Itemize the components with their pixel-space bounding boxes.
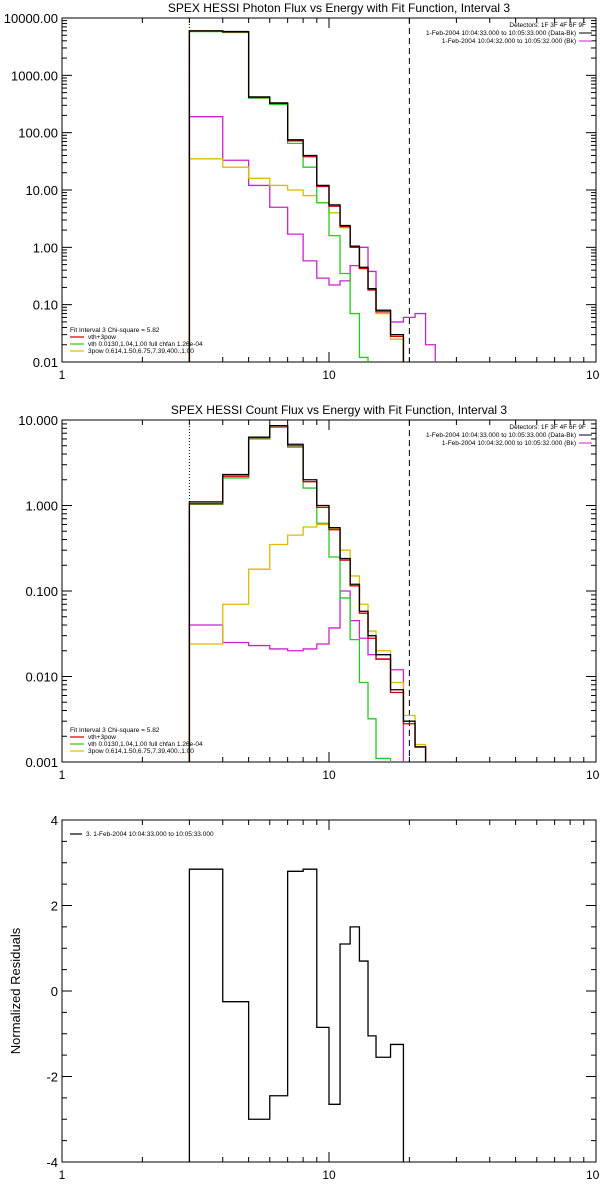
legend-label: 3pow 0.614,1.50,6.75,7.39,400.,1.00 <box>88 748 194 755</box>
y-tick-label: 0.001 <box>25 755 58 770</box>
y-tick-label: 100.00 <box>18 126 58 141</box>
legend-label: vth+3pow <box>88 734 116 741</box>
series-vth <box>188 426 392 762</box>
y-tick-label: 10000.00 <box>4 11 58 26</box>
x-tick-label: 10 <box>322 368 336 382</box>
series-bk <box>188 590 405 762</box>
y-tick-label: 1.000 <box>25 499 58 514</box>
detectors-label: Detectors: 1F 3F 4F 6F 9F <box>509 22 586 29</box>
legend-label: vth+3pow <box>88 334 116 341</box>
fit-note: Fit Interval 3 Chi-square = 5.82 <box>70 327 160 334</box>
chart-title: SPEX HESSI Count Flux vs Energy with Fit… <box>171 403 507 417</box>
y-tick-label: -2 <box>46 1070 58 1085</box>
time-range-data-bk: 1-Feb-2004 10:04:33.000 to 10:05:33.000 … <box>426 30 576 37</box>
time-range-bk: 1-Feb-2004 10:04:32.000 to 10:05:32.000 … <box>442 440 576 447</box>
x-tick-label: 100 <box>586 768 600 782</box>
plot-area <box>188 30 436 362</box>
y-tick-label: 1.00 <box>33 240 58 255</box>
y-tick-label: 10.00 <box>25 183 58 198</box>
x-tick-label: 100 <box>586 1168 600 1182</box>
series-bk <box>188 116 436 362</box>
chart-panel-3: 1 10 100 -4 -2 0 2 4 Normalized Residuals 3. 1-Fe… <box>8 813 600 1182</box>
x-tick-label: 10 <box>322 1168 336 1182</box>
legend-label: vth 0.0130,1.04,1.00 full chfan 1.26e-04 <box>88 741 203 748</box>
series-3-1-feb-2004-10-04-33-000-to-10-05-33-000 <box>188 868 405 1162</box>
time-range-data-bk: 1-Feb-2004 10:04:33.000 to 10:05:33.000 … <box>426 432 576 439</box>
series-3pow <box>188 158 405 362</box>
chart-title: SPEX HESSI Photon Flux vs Energy with Fi… <box>168 1 510 15</box>
fit-note: Fit Interval 3 Chi-square = 5.82 <box>70 727 160 734</box>
series-data-bk <box>188 30 405 362</box>
y-tick-label: 10.000 <box>18 413 58 428</box>
time-range-bk: 1-Feb-2004 10:04:32.000 to 10:05:32.000 … <box>442 38 576 45</box>
x-tick-label: 10 <box>322 768 336 782</box>
series-3pow <box>188 523 427 762</box>
y-tick-label: 1000.00 <box>11 68 58 83</box>
x-tick-label: 1 <box>59 1168 66 1182</box>
x-tick-label: 100 <box>586 368 600 382</box>
series-vth-3pow <box>188 30 405 362</box>
x-tick-label: 1 <box>59 368 66 382</box>
plot-area <box>188 424 427 762</box>
plot-frame <box>61 419 597 763</box>
series-data-bk <box>188 424 427 762</box>
x-tick-label: 1 <box>59 768 66 782</box>
legend-label: vth 0.0130,1.04,1.00 full chfan 1.26e-04 <box>88 341 203 348</box>
legend-label: 3. 1-Feb-2004 10:04:33.000 to 10:05:33.0… <box>86 831 214 838</box>
y-tick-label: 0.01 <box>33 355 58 370</box>
y-tick-label: 0.100 <box>25 584 58 599</box>
plot-frame <box>61 819 597 1163</box>
detectors-label: Detectors: 1F 3F 4F 6F 9F <box>509 424 586 431</box>
plot-area <box>188 868 405 1162</box>
series-vth <box>188 30 369 362</box>
chart-panel-1: SPEX HESSI Photon Flux vs Energy with Fi… <box>4 1 600 382</box>
y-axis-label: Normalized Residuals <box>8 927 23 1054</box>
y-tick-label: -4 <box>46 1155 58 1170</box>
y-tick-label: 0.010 <box>25 670 58 685</box>
y-tick-label: 2 <box>51 899 58 914</box>
y-tick-label: 4 <box>51 813 58 828</box>
legend-label: 3pow 0.614,1.50,6.75,7.39,400.,1.00 <box>88 348 194 355</box>
y-tick-label: 0.10 <box>33 298 58 313</box>
chart-panel-2: SPEX HESSI Count Flux vs Energy with Fit… <box>18 403 600 782</box>
y-tick-label: 0 <box>51 984 58 999</box>
